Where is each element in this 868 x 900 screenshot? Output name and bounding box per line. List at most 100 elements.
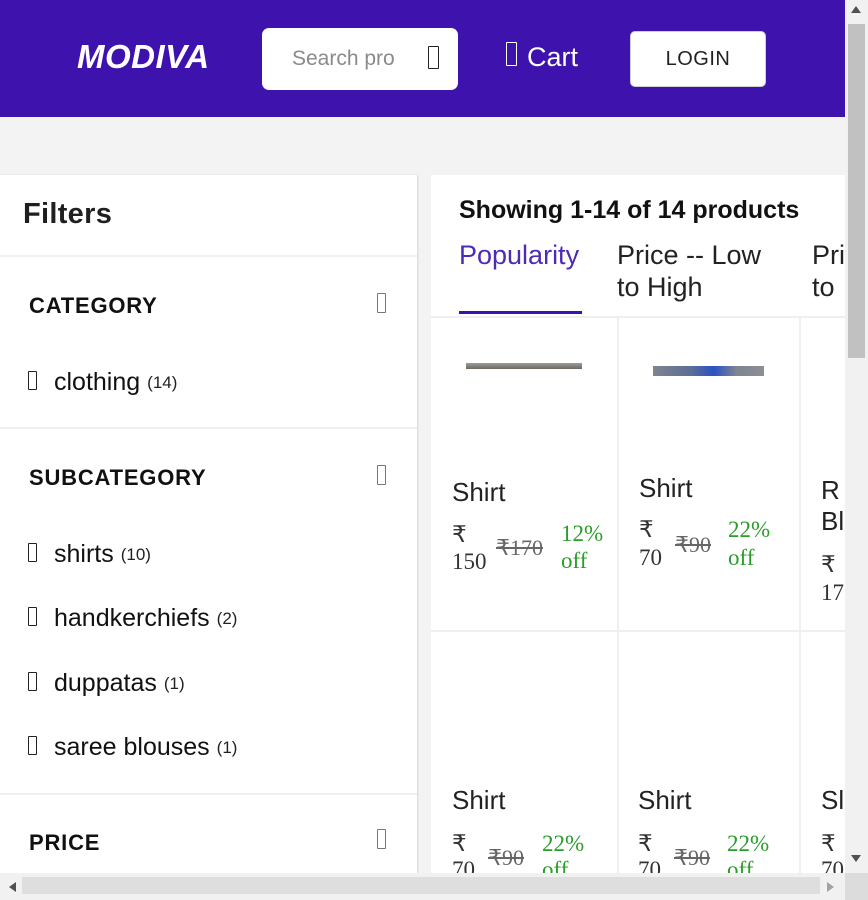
results-summary: Showing 1-14 of 14 products bbox=[459, 196, 800, 224]
divider bbox=[0, 793, 417, 795]
filter-section-category[interactable]: CATEGORY bbox=[29, 293, 158, 318]
horizontal-scrollbar[interactable] bbox=[0, 873, 845, 900]
facet-count: (14) bbox=[147, 372, 178, 392]
search-box[interactable] bbox=[262, 28, 458, 90]
product-price: 150 bbox=[452, 549, 487, 574]
facet-label: saree blouses bbox=[54, 733, 210, 761]
product-card[interactable]: Shirt ₹ 70 ₹90 22% off bbox=[618, 317, 799, 630]
product-name[interactable]: R bbox=[821, 475, 840, 505]
product-price: 70 bbox=[639, 545, 662, 570]
product-discount: off bbox=[542, 857, 569, 873]
product-name[interactable]: Shirt bbox=[452, 477, 506, 507]
product-name[interactable]: Shirt bbox=[639, 473, 693, 503]
expand-subcategory-icon[interactable] bbox=[377, 465, 386, 490]
product-card[interactable]: Sl ₹ 70 bbox=[800, 631, 845, 873]
filters-title: Filters bbox=[23, 198, 113, 230]
scroll-up-arrow-icon[interactable] bbox=[851, 6, 861, 13]
facet-saree-blouses[interactable]: saree blouses (1) bbox=[28, 733, 237, 762]
scroll-down-arrow-icon[interactable] bbox=[851, 855, 861, 862]
filter-section-subcategory[interactable]: SUBCATEGORY bbox=[29, 465, 207, 490]
facet-count: (10) bbox=[120, 544, 151, 564]
product-card[interactable]: R Bl ₹ 17 bbox=[800, 317, 845, 630]
vertical-scroll-thumb[interactable] bbox=[848, 24, 865, 358]
product-price: 70 bbox=[452, 857, 475, 873]
product-currency: ₹ bbox=[638, 831, 653, 856]
active-sort-indicator bbox=[459, 311, 582, 314]
product-name[interactable]: Bl bbox=[821, 506, 845, 536]
facet-label: handkerchiefs bbox=[54, 604, 210, 632]
product-mrp: ₹170 bbox=[496, 535, 543, 560]
scroll-left-arrow-icon[interactable] bbox=[9, 882, 16, 892]
divider bbox=[0, 255, 417, 257]
products-panel: Showing 1-14 of 14 products Popularity P… bbox=[431, 175, 845, 873]
product-mrp: ₹90 bbox=[674, 845, 710, 870]
horizontal-scroll-thumb[interactable] bbox=[22, 877, 820, 894]
product-mrp: ₹90 bbox=[675, 532, 711, 557]
facet-count: (1) bbox=[216, 737, 238, 757]
expand-price-icon[interactable] bbox=[377, 829, 386, 854]
product-price: 17 bbox=[821, 580, 844, 605]
product-image[interactable] bbox=[466, 363, 582, 369]
filter-section-price[interactable]: PRICE bbox=[29, 830, 101, 855]
facet-shirts[interactable]: shirts (10) bbox=[28, 540, 151, 569]
expand-category-icon[interactable] bbox=[377, 293, 386, 318]
sort-tab-popularity[interactable]: Popularity bbox=[459, 239, 579, 271]
login-button[interactable]: LOGIN bbox=[630, 31, 766, 87]
sort-tab-label: to bbox=[812, 272, 835, 302]
sort-tab-price-low-high[interactable]: Price -- Low to High bbox=[617, 239, 761, 303]
checkbox-icon[interactable] bbox=[28, 540, 37, 569]
cart-icon bbox=[506, 42, 517, 73]
facet-clothing[interactable]: clothing (14) bbox=[28, 368, 177, 397]
cart-link[interactable]: Cart bbox=[506, 42, 578, 73]
sort-tab-label: Price -- Low bbox=[617, 240, 762, 270]
vertical-scrollbar[interactable] bbox=[845, 0, 868, 873]
product-discount: off bbox=[727, 857, 754, 873]
product-card[interactable]: Shirt ₹ 70 ₹90 22% off bbox=[431, 631, 617, 873]
product-currency: ₹ bbox=[821, 831, 836, 856]
sort-tab-label: Popularity bbox=[459, 240, 580, 270]
product-name[interactable]: Shirt bbox=[452, 785, 506, 815]
scroll-right-arrow-icon[interactable] bbox=[827, 882, 834, 892]
facet-handkerchiefs[interactable]: handkerchiefs (2) bbox=[28, 604, 237, 633]
facet-label: clothing bbox=[54, 368, 141, 396]
product-discount: off bbox=[728, 545, 755, 570]
facet-duppatas[interactable]: duppatas (1) bbox=[28, 669, 185, 698]
product-card[interactable]: Shirt ₹ 70 ₹90 22% off bbox=[618, 631, 799, 873]
cart-label: Cart bbox=[527, 42, 579, 72]
product-currency: ₹ bbox=[452, 522, 467, 547]
checkbox-icon[interactable] bbox=[28, 733, 37, 762]
product-card[interactable]: Shirt ₹ 150 ₹170 12% off bbox=[431, 317, 617, 630]
grid-divider bbox=[431, 316, 845, 318]
page-viewport: MODIVA Cart LOGIN Filters CATEGORY cloth… bbox=[0, 0, 845, 873]
product-discount: off bbox=[561, 548, 588, 573]
product-mrp: ₹90 bbox=[488, 845, 524, 870]
product-image[interactable] bbox=[653, 366, 764, 376]
product-price: 70 bbox=[638, 857, 661, 873]
facet-count: (1) bbox=[163, 673, 185, 693]
product-name[interactable]: Sl bbox=[821, 785, 845, 815]
filters-panel: Filters CATEGORY clothing (14) SUBCATEGO… bbox=[0, 175, 417, 873]
divider bbox=[0, 427, 417, 429]
sort-tab-price-high-low[interactable]: Pri to bbox=[812, 239, 845, 303]
top-navbar: MODIVA Cart LOGIN bbox=[0, 0, 845, 117]
grid-divider bbox=[617, 316, 619, 873]
facet-label: duppatas bbox=[54, 669, 157, 697]
checkbox-icon[interactable] bbox=[28, 669, 37, 698]
search-icon[interactable] bbox=[428, 46, 439, 74]
sort-tab-label: Pri bbox=[812, 240, 845, 270]
product-discount: 22% bbox=[727, 831, 770, 856]
checkbox-icon[interactable] bbox=[28, 604, 37, 633]
facet-count: (2) bbox=[216, 608, 238, 628]
product-currency: ₹ bbox=[452, 831, 467, 856]
product-discount: 22% bbox=[728, 517, 771, 542]
scrollbar-corner bbox=[845, 873, 868, 900]
product-name[interactable]: Shirt bbox=[638, 785, 692, 815]
site-logo[interactable]: MODIVA bbox=[77, 38, 210, 75]
checkbox-icon[interactable] bbox=[28, 368, 37, 397]
product-currency: ₹ bbox=[639, 517, 654, 542]
product-discount: 12% bbox=[561, 521, 604, 546]
search-input[interactable] bbox=[292, 45, 396, 73]
product-currency: ₹ bbox=[821, 552, 836, 577]
grid-divider bbox=[431, 630, 845, 632]
grid-divider bbox=[799, 316, 801, 873]
